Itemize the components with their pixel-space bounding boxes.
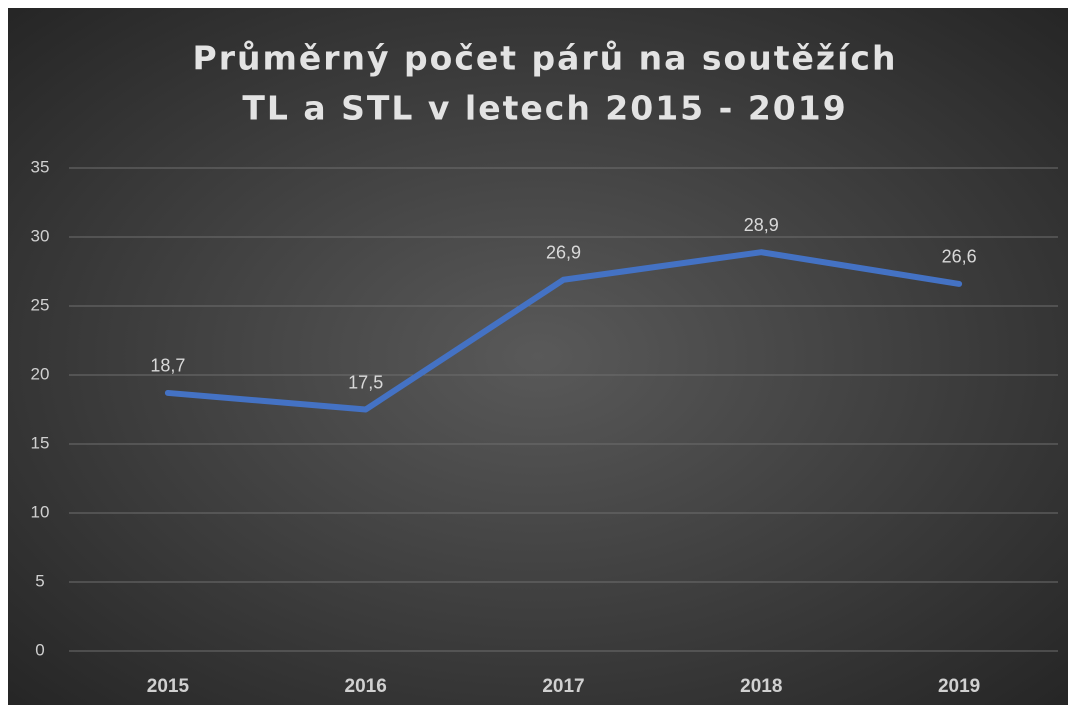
x-tick-label: 2019: [938, 676, 980, 697]
data-label: 26,6: [942, 247, 977, 267]
data-label: 18,7: [150, 356, 185, 376]
y-tick-label: 0: [35, 640, 44, 659]
chart-background: [8, 8, 1068, 705]
x-tick-label: 2018: [740, 676, 782, 697]
data-label: 26,9: [546, 243, 581, 263]
y-tick-label: 30: [31, 226, 50, 245]
y-tick-label: 20: [31, 364, 50, 383]
data-line: [164, 249, 963, 413]
y-tick-label: 15: [31, 433, 50, 452]
x-tick-label: 2016: [345, 676, 387, 697]
data-label: 28,9: [744, 215, 779, 235]
data-label: 17,5: [348, 372, 383, 392]
chart-title: Průměrný počet párů na soutěžích: [193, 39, 898, 78]
y-tick-label: 10: [31, 502, 50, 521]
chart-title: TL a STL v letech 2015 - 2019: [242, 89, 847, 128]
x-tick-label: 2015: [147, 676, 190, 697]
y-tick-label: 5: [35, 571, 44, 590]
y-tick-label: 35: [31, 157, 50, 176]
x-tick-label: 2017: [542, 676, 584, 697]
y-tick-label: 25: [31, 295, 50, 314]
